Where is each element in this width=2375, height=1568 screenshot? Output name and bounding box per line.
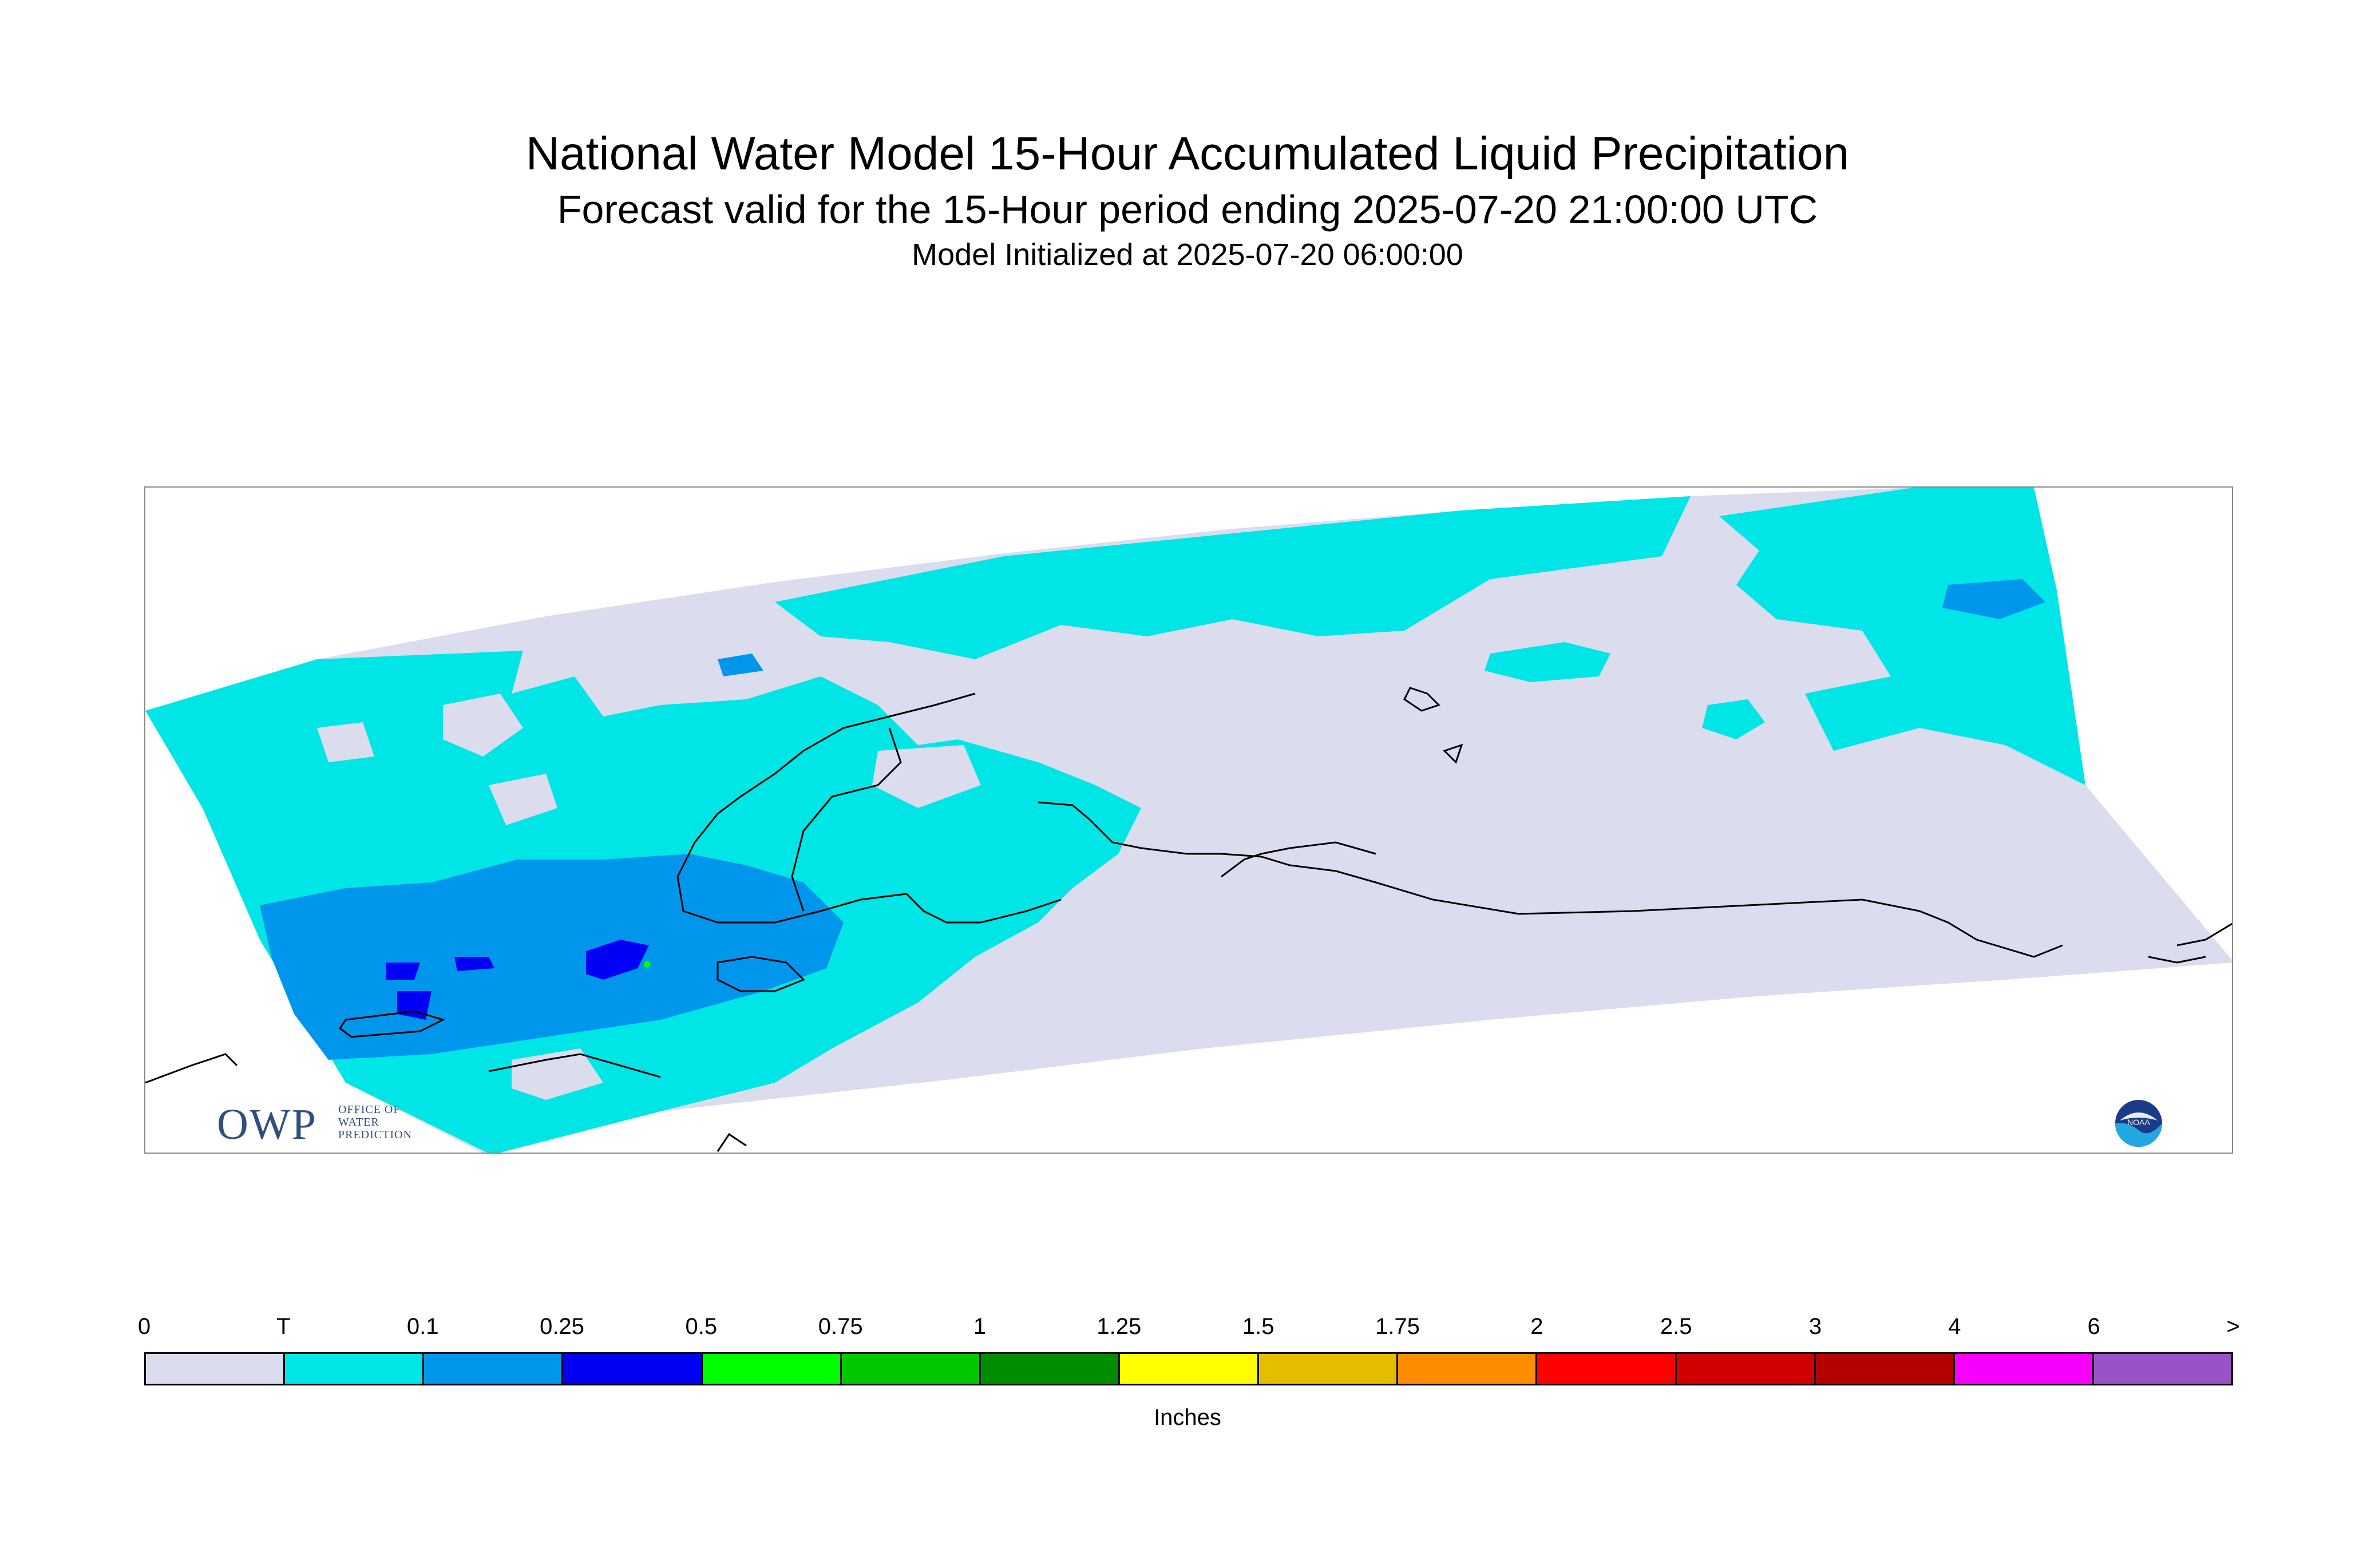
- precip-trace-north: [775, 496, 1691, 659]
- coastlines: [145, 687, 2232, 1152]
- legend-swatch: [424, 1354, 564, 1384]
- legend-swatch: [146, 1354, 286, 1384]
- dry-patch-2: [317, 722, 374, 762]
- precip-green-spot: [644, 961, 651, 968]
- legend-label: T: [276, 1314, 291, 1339]
- dry-patch-1: [443, 694, 523, 757]
- precip-light-patch-east: [1942, 579, 2045, 619]
- legend-swatch: [563, 1354, 703, 1384]
- owp-logo-letters: OWP: [217, 1100, 317, 1149]
- precip-trace-patch-2: [1702, 699, 1765, 739]
- owp-logo-line-2: WATER: [338, 1116, 379, 1129]
- noaa-logo: NOAA: [2114, 1099, 2163, 1148]
- legend-swatch: [1398, 1354, 1538, 1384]
- legend-label: 1.25: [1097, 1314, 1142, 1339]
- legend-swatch: [841, 1354, 981, 1384]
- owp-logo-line-3: PREDICTION: [338, 1129, 412, 1141]
- precip-trace-east: [1719, 488, 2085, 785]
- legend-swatch: [1815, 1354, 1955, 1384]
- noaa-logo-text: NOAA: [2127, 1118, 2150, 1127]
- precip-heavy-core-3: [454, 957, 494, 971]
- legend-units: Inches: [1154, 1405, 1221, 1430]
- legend-swatch: [1954, 1354, 2094, 1384]
- precipitation-map: OWP OFFICE OF WATER PREDICTION NOAA: [144, 486, 2233, 1154]
- owp-logo: OWP OFFICE OF WATER PREDICTION: [217, 1102, 434, 1147]
- legend-labels: 0 T 0.1 0.25 0.5 0.75 1 1.25 1.5 1.75 2 2.5 3 4 6 >: [138, 1314, 2240, 1343]
- color-legend: [144, 1352, 2233, 1385]
- legend-label: 4: [1948, 1314, 1961, 1339]
- legend-swatch: [980, 1354, 1120, 1384]
- dry-patch-3: [872, 745, 981, 808]
- legend-swatch: [702, 1354, 842, 1384]
- legend-swatch: [1676, 1354, 1816, 1384]
- legend-label: 2.5: [1660, 1314, 1692, 1339]
- legend-label: 0.1: [406, 1314, 439, 1339]
- model-init-time: Model Initialized at 2025-07-20 06:00:00: [912, 237, 1463, 272]
- legend-label: 2: [1530, 1314, 1543, 1339]
- legend-label: 6: [2087, 1314, 2100, 1339]
- legend-swatch: [1259, 1354, 1399, 1384]
- owp-logo-line-1: OFFICE OF: [338, 1103, 401, 1116]
- legend-swatch: [285, 1354, 425, 1384]
- legend-swatch: [1119, 1354, 1260, 1384]
- legend-label: 1.75: [1375, 1314, 1420, 1339]
- dry-patch-4: [489, 774, 557, 825]
- precip-heavy-core: [586, 940, 649, 980]
- legend-label: 3: [1808, 1314, 1822, 1339]
- legend-label: 1.5: [1242, 1314, 1274, 1339]
- legend-label: 0.5: [685, 1314, 718, 1339]
- legend-label: 1: [973, 1314, 987, 1339]
- map-subtitle: Forecast valid for the 15-Hour period en…: [557, 187, 1818, 232]
- legend-label: >: [2226, 1314, 2240, 1339]
- map-title: National Water Model 15-Hour Accumulated…: [525, 128, 1850, 180]
- legend-swatch: [2093, 1354, 2232, 1384]
- precip-light-patch-north: [718, 654, 763, 676]
- noaa-logo-icon: NOAA: [2115, 1100, 2162, 1147]
- precip-trace-patch-1: [1485, 642, 1610, 682]
- precipitation-map-svg: [145, 488, 2232, 1153]
- legend-swatch: [1537, 1354, 1677, 1384]
- legend-label: 0.75: [818, 1314, 863, 1339]
- legend-label: 0.25: [540, 1314, 584, 1339]
- legend-label: 0: [137, 1314, 151, 1339]
- precip-heavy-core-2: [386, 963, 420, 980]
